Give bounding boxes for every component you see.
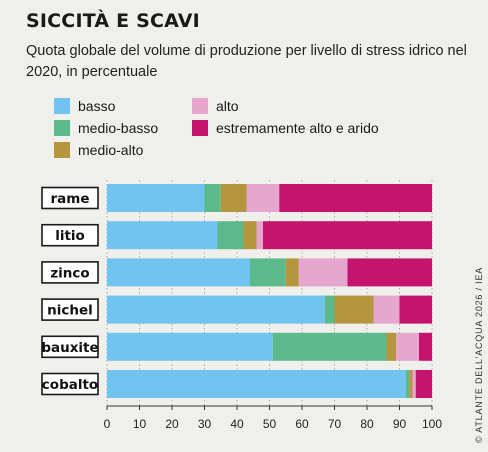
category-label: litio [55,228,85,244]
x-tick-label: 0 [104,417,111,431]
legend-item-basso: basso [54,96,115,116]
x-tick-label: 70 [328,417,342,431]
category-label: nichel [47,303,93,319]
bar-segment [220,184,247,212]
legend-item-estremamente: estremamente alto e arido [192,118,379,138]
x-tick-label: 30 [198,417,212,431]
category-label-box [41,298,99,321]
bar-segment [415,370,432,398]
bar-segment [279,184,432,212]
bar-segment [285,258,299,287]
bar-segment [406,370,410,398]
legend-label: estremamente alto e arido [216,120,379,136]
category-label-box [41,186,99,210]
x-tick-label: 10 [133,417,147,431]
legend-swatch [54,98,70,114]
category-label-box [41,335,99,359]
bar-segment [419,332,432,361]
bar-segment [107,184,205,212]
bar-segment [107,295,325,324]
bar-segment [412,370,416,398]
bar-segment [386,332,397,361]
bar-segment [107,258,250,287]
x-tick-label: 60 [295,417,309,431]
bar-segment [217,221,244,250]
bar-segment [396,332,419,361]
x-tick-label: 50 [263,417,277,431]
bar-segment [243,221,257,250]
bar-segment [272,332,387,361]
category-label: cobalto [42,377,98,393]
x-tick-label: 20 [165,417,179,431]
x-tick-label: 80 [360,417,374,431]
category-label: rame [51,191,90,207]
bar-segment [263,221,432,250]
bar-segment [107,332,273,361]
category-label-box [41,223,99,247]
category-label: zinco [50,265,89,281]
bar-segment [298,258,348,287]
legend-label: alto [216,98,239,114]
bar-segment [347,258,432,287]
bar-segment [250,258,286,287]
legend-label: basso [78,98,116,114]
bar-segment [246,184,280,212]
bar-segment [107,221,218,250]
bar-segment [399,295,432,324]
x-tick-label: 100 [422,417,442,431]
bar-segment [107,370,406,398]
bar-segment [373,295,400,324]
bar-segment [204,184,221,212]
credit-text: © ATLANTE DELL'ACQUA 2026 / IEA [474,266,484,443]
category-label: bauxite [41,340,98,356]
x-tick-label: 90 [393,417,407,431]
bar-segment [334,295,374,324]
legend-label: medio-basso [78,120,159,136]
legend-swatch [192,120,208,136]
bar-segment [324,295,335,324]
category-label-box [41,372,99,396]
bar-segment [256,221,263,250]
bar-segment [409,370,413,398]
x-tick-label: 40 [230,417,244,431]
legend-swatch [54,142,70,158]
legend-item-medio-alto: medio-alto [54,140,143,160]
legend-item-alto: alto [192,96,239,116]
chart-subtitle: Quota globale del volume di produzione p… [26,43,467,80]
legend-swatch [54,120,70,136]
legend-label: medio-alto [78,142,144,158]
chart-title: SICCITÀ E SCAVI [26,10,200,32]
legend: basso medio-basso medio-alto alto estrem… [54,96,474,160]
legend-item-medio-basso: medio-basso [54,118,158,138]
legend-swatch [192,98,208,114]
category-label-box [41,261,99,284]
